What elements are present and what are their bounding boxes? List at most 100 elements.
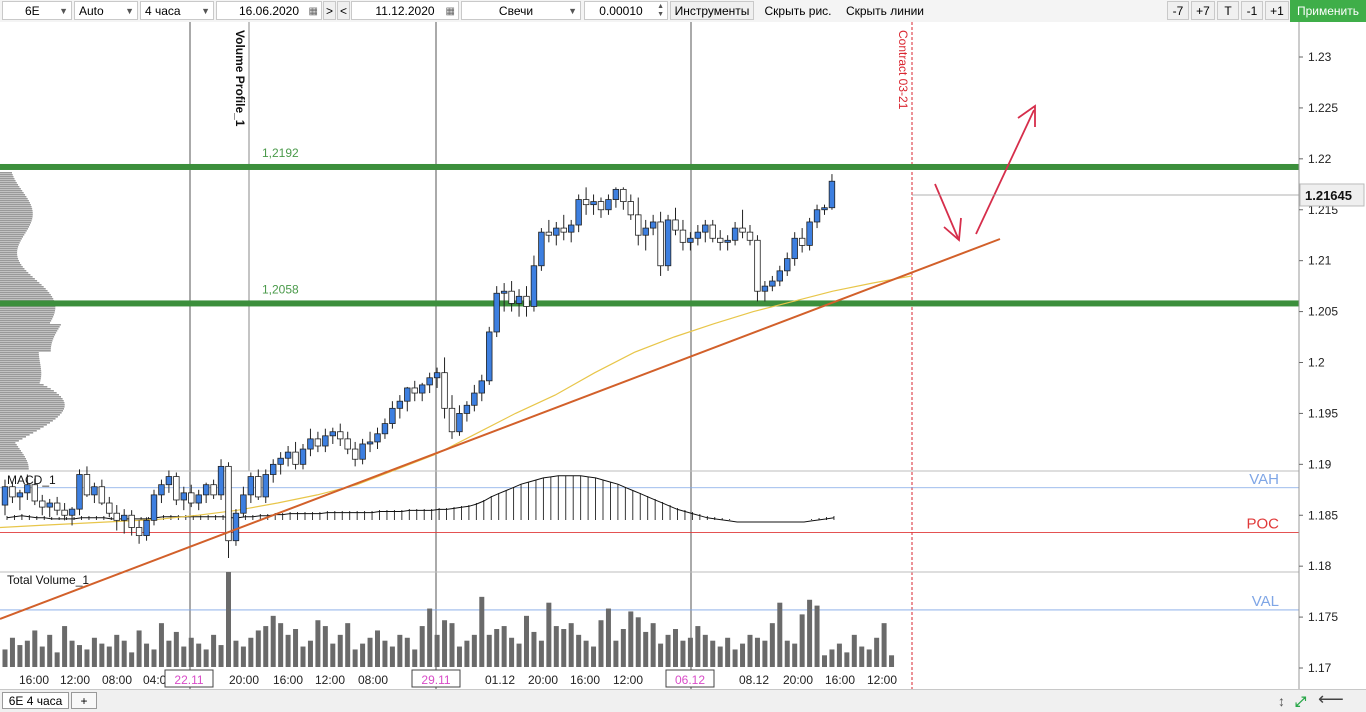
volume-bar [851, 634, 857, 667]
profile-bar [0, 404, 65, 406]
candle [344, 431, 351, 455]
up-arrow-head[interactable] [1017, 104, 1036, 127]
profile-bar [0, 222, 31, 224]
profile-bar [0, 356, 40, 358]
price-axis[interactable]: 1.231.2251.221.2151.211.2051.21.1951.191… [1298, 22, 1366, 689]
candle-body [724, 239, 731, 243]
candle [135, 520, 143, 544]
next-range-button[interactable]: > [323, 1, 336, 20]
profile-bar [0, 326, 60, 328]
candle [396, 395, 404, 419]
volume-bar [2, 649, 8, 667]
candle-body [46, 502, 53, 508]
candle-body [441, 372, 448, 409]
apply-button[interactable]: Применить [1290, 0, 1366, 22]
chart-type-select[interactable]: Свечи ▼ [461, 1, 581, 20]
candle [493, 286, 500, 338]
candle-body [299, 448, 307, 465]
timeframe-select[interactable]: 4 часа ▼ [140, 1, 214, 20]
calendar-icon[interactable]: ▦ [445, 6, 455, 17]
profile-bar [0, 426, 44, 428]
down-arrow-head[interactable] [943, 217, 962, 242]
support-resistance-levels[interactable]: 1,2192 1,2058 [0, 146, 1299, 307]
candle [694, 225, 702, 246]
volume-bar [337, 634, 343, 667]
volume-bar [99, 643, 105, 667]
profile-bar [0, 294, 51, 296]
indicator-labels: Volume Profile_1 MACD_1 Total Volume_1 Cont… [7, 30, 910, 587]
volume-bar [732, 649, 738, 667]
date-to-field[interactable]: 11.12.2020 ▦ [351, 1, 459, 20]
candle [277, 452, 284, 475]
candle-body [404, 387, 411, 402]
fullscreen-icon[interactable]: ⤢ [1295, 693, 1307, 709]
candle-body [612, 188, 620, 200]
candle-body [538, 231, 545, 267]
candle [240, 486, 247, 518]
profile-line-label: VAL [1252, 593, 1279, 610]
minus7-button[interactable]: -7 [1167, 1, 1189, 20]
calendar-icon[interactable]: ▦ [308, 6, 318, 17]
profile-bar [0, 410, 64, 412]
time-axis[interactable]: 16:00 12:00 08:00 04:00 22.11 20:00 16:00 12:00… [19, 669, 897, 688]
profile-bar [0, 364, 41, 366]
candle [404, 386, 411, 412]
chart-tab-active[interactable]: 6E 4 часа [2, 692, 69, 709]
minus1-button[interactable]: -1 [1241, 1, 1263, 20]
spin-arrows-icon[interactable]: ▲ ▼ [657, 3, 664, 18]
candle [672, 207, 679, 236]
tick-step-stepper[interactable]: 0.00010 ▲ ▼ [584, 1, 668, 20]
user-drawings[interactable] [0, 104, 1299, 620]
volume-bar [740, 643, 746, 667]
price-tick-label: 1.175 [1308, 610, 1338, 624]
profile-bar [0, 240, 21, 242]
resize-arrows-icon[interactable]: ↕ [1278, 693, 1285, 709]
candle-body [560, 227, 567, 233]
volume-bar [680, 640, 686, 667]
profile-bar [0, 334, 56, 336]
profile-bar [0, 412, 62, 414]
plus1-button[interactable]: +1 [1265, 1, 1289, 20]
level-line[interactable] [0, 300, 1299, 307]
profile-bar [0, 224, 31, 226]
symbol-select[interactable]: 6E ▼ [2, 1, 72, 20]
trend-line[interactable] [0, 238, 1001, 620]
candle [225, 462, 232, 559]
up-arrow-line[interactable] [975, 109, 1035, 235]
candle-body [247, 476, 255, 496]
hide-drawings-label: Скрыть рис. [764, 4, 832, 18]
profile-bar [0, 362, 41, 364]
volume-bar [84, 649, 90, 667]
hide-lines-button[interactable]: Скрыть линии [840, 1, 930, 20]
price-tick-label: 1.17 [1308, 661, 1332, 675]
scale-mode-select[interactable]: Auto ▼ [74, 1, 138, 20]
hide-drawings-button[interactable]: Скрыть рис. [757, 1, 839, 20]
volume-title: Total Volume_1 [7, 573, 89, 587]
candle-body [61, 509, 68, 516]
prev-range-button[interactable]: < [337, 1, 350, 20]
candle-body [769, 280, 776, 287]
macd-title: MACD_1 [7, 473, 56, 487]
profile-bar [0, 284, 42, 286]
date-from-field[interactable]: 16.06.2020 ▦ [216, 1, 322, 20]
candle-body [426, 377, 433, 386]
today-button[interactable]: T [1217, 1, 1239, 20]
price-tick-label: 1.225 [1308, 101, 1338, 115]
profile-bar [0, 226, 30, 228]
down-arrow-line[interactable] [934, 183, 959, 239]
volume-bar [777, 602, 783, 667]
level-line[interactable] [0, 163, 1299, 170]
candle [687, 232, 694, 251]
volume-bar [404, 637, 410, 667]
instruments-button[interactable]: Инструменты [670, 1, 754, 20]
candle [784, 252, 791, 276]
candle-body [165, 476, 173, 486]
add-tab-button[interactable]: + [71, 692, 97, 709]
time-tick-label: 06.12 [675, 673, 705, 687]
plus7-button[interactable]: +7 [1191, 1, 1215, 20]
volume-bar [24, 640, 30, 667]
back-arrow-icon[interactable]: ⟵ [1318, 689, 1344, 709]
candle [202, 482, 210, 504]
date-from-value: 16.06.2020 [238, 4, 300, 18]
